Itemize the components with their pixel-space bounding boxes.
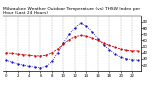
Title: Milwaukee Weather Outdoor Temperature (vs) THSW Index per Hour (Last 24 Hours): Milwaukee Weather Outdoor Temperature (v… bbox=[3, 7, 141, 15]
